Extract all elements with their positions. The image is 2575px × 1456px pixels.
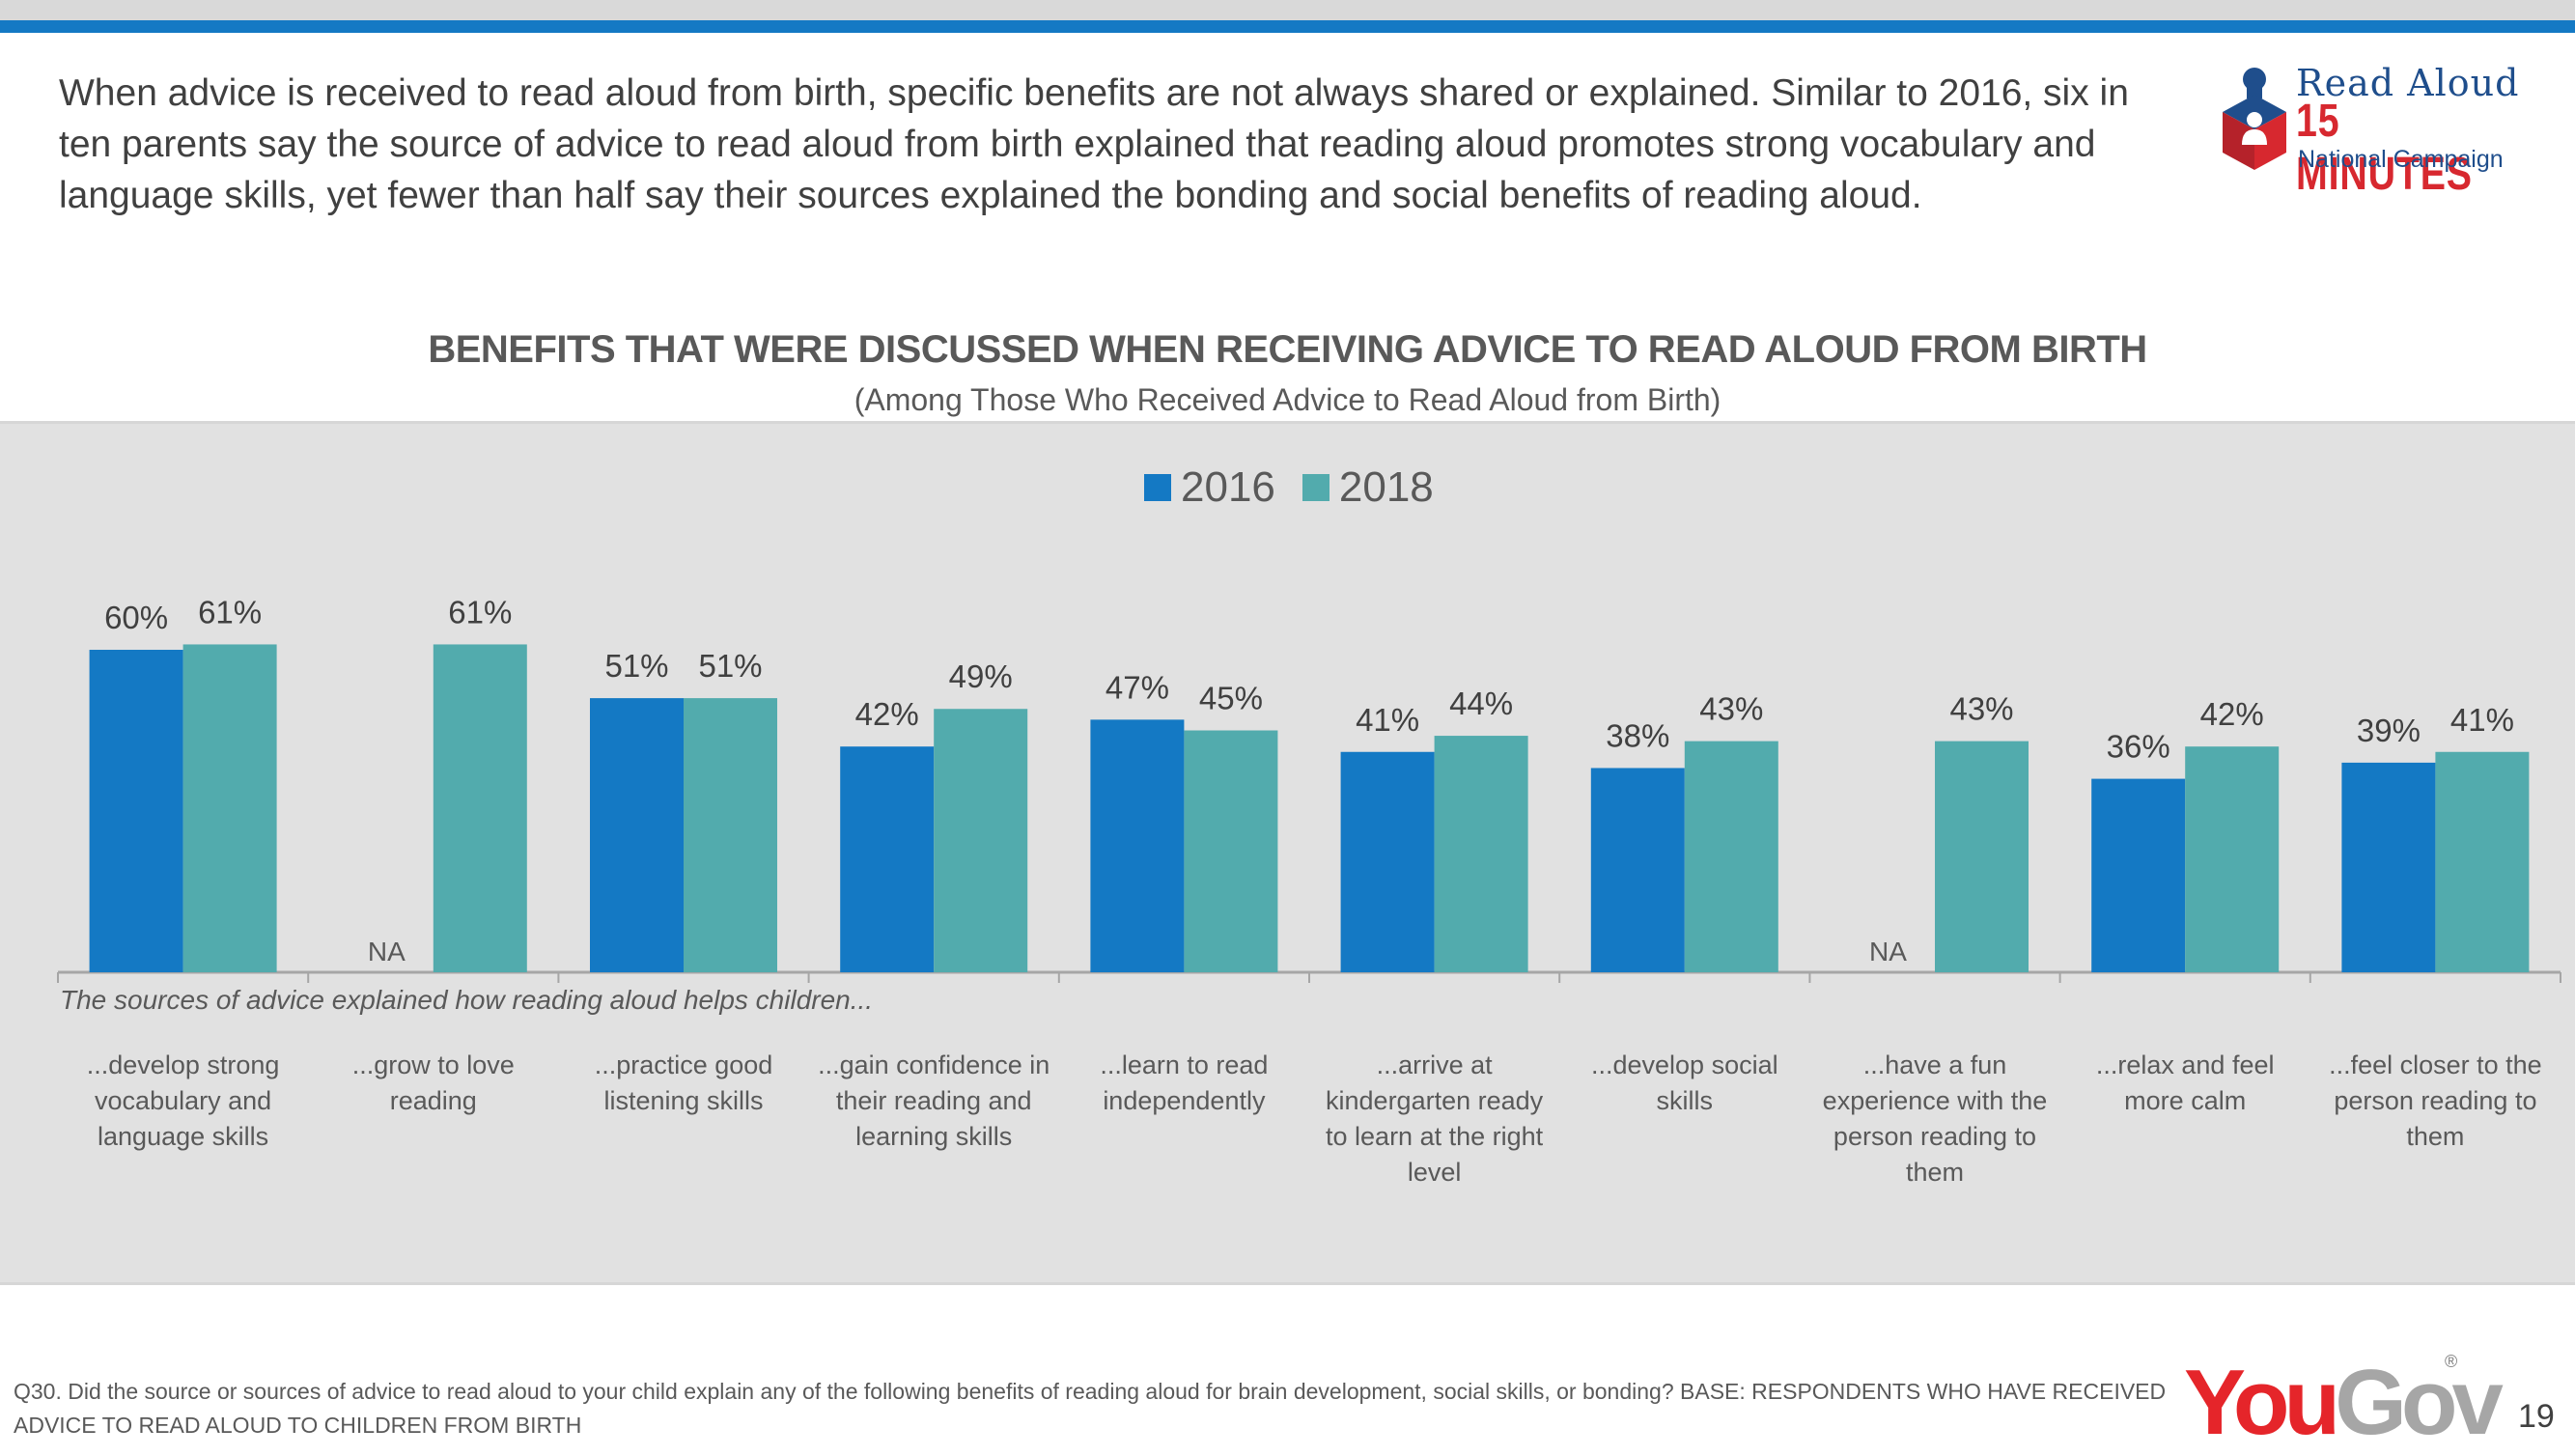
footnote-question: Q30. Did the source or sources of advice… bbox=[14, 1379, 2167, 1438]
legend-item-2016: 2016 bbox=[1144, 463, 1275, 512]
data-label-2016: 38% bbox=[1606, 717, 1669, 753]
logo-read-aloud: Read Aloud bbox=[2296, 62, 2520, 104]
bar-2018 bbox=[684, 698, 777, 972]
na-label: NA bbox=[1869, 937, 1907, 966]
chart-legend: 2016 2018 bbox=[1144, 463, 1461, 512]
bar-2018 bbox=[433, 644, 527, 972]
top-gray-band bbox=[0, 0, 2575, 20]
data-label-2018: 49% bbox=[949, 658, 1013, 694]
bar-2016 bbox=[1590, 768, 1685, 972]
category-label: ...have a fun experience with the person… bbox=[1822, 1050, 2048, 1187]
bar-2016 bbox=[2341, 762, 2436, 972]
category-label: ...relax and feel more calm bbox=[2095, 1050, 2275, 1115]
data-label-2018: 61% bbox=[198, 594, 262, 630]
data-label-2016: 41% bbox=[1356, 702, 1419, 738]
top-accent-bar bbox=[0, 20, 2575, 33]
legend-swatch-2016 bbox=[1144, 474, 1171, 501]
data-label-2018: 42% bbox=[2200, 696, 2264, 732]
yougov-logo-gov: Gov bbox=[2335, 1351, 2504, 1454]
data-label-2018: 43% bbox=[1949, 691, 2013, 727]
legend-label-2016: 2016 bbox=[1181, 463, 1275, 511]
headline-text: When advice is received to read aloud fr… bbox=[59, 72, 2129, 216]
data-label-2016: 47% bbox=[1106, 669, 1169, 705]
na-label: NA bbox=[368, 937, 406, 966]
yougov-logo: YouGov ® bbox=[2184, 1350, 2504, 1454]
category-label: ...gain confidence in their reading and … bbox=[818, 1050, 1050, 1151]
data-label-2016: 60% bbox=[104, 600, 168, 635]
bar-2018 bbox=[934, 709, 1028, 972]
category-label: ...arrive at kindergarten ready to learn… bbox=[1326, 1050, 1544, 1187]
data-label-2018: 41% bbox=[2450, 702, 2514, 738]
bar-2018 bbox=[1935, 741, 2029, 972]
bar-2016 bbox=[2091, 778, 2186, 972]
bar-2018 bbox=[1684, 741, 1778, 972]
logo-15-minutes: 15 MINUTES bbox=[2296, 96, 2473, 200]
data-label-2016: 39% bbox=[2357, 713, 2421, 748]
data-label-2016: 51% bbox=[604, 648, 668, 684]
category-label: ...feel closer to the person reading to … bbox=[2329, 1050, 2542, 1151]
data-label-2018: 43% bbox=[1699, 691, 1763, 727]
bar-2016 bbox=[1340, 751, 1435, 972]
data-label-2018: 51% bbox=[698, 648, 762, 684]
bar-2016 bbox=[89, 650, 183, 972]
chart-subtitle: (Among Those Who Received Advice to Read… bbox=[854, 382, 1721, 417]
yougov-logo-you: You bbox=[2184, 1351, 2340, 1454]
category-label: ...develop strong vocabulary and languag… bbox=[86, 1050, 280, 1151]
bar-2018 bbox=[2185, 746, 2280, 972]
page-number: 19 bbox=[2518, 1398, 2555, 1435]
legend-swatch-2018 bbox=[1301, 474, 1329, 501]
read-aloud-logo: Read Aloud 15 MINUTES National Campaign bbox=[2211, 58, 2549, 200]
data-label-2018: 44% bbox=[1449, 686, 1513, 721]
bar-2016 bbox=[1090, 719, 1185, 972]
bar-2018 bbox=[1434, 736, 1528, 972]
legend-item-2018: 2018 bbox=[1301, 463, 1434, 512]
read-aloud-cube-icon bbox=[2223, 68, 2286, 170]
bar-2016 bbox=[840, 746, 935, 972]
data-label-2018: 45% bbox=[1199, 681, 1263, 716]
data-label-2018: 61% bbox=[448, 594, 512, 630]
bar-2018 bbox=[182, 644, 277, 972]
bar-2016 bbox=[590, 698, 684, 972]
category-label: ...learn to read independently bbox=[1100, 1050, 1269, 1115]
chart-title: BENEFITS THAT WERE DISCUSSED WHEN RECEIV… bbox=[428, 328, 2147, 371]
x-axis-caption: The sources of advice explained how read… bbox=[60, 985, 874, 1015]
category-label: ...practice good listening skills bbox=[594, 1050, 773, 1115]
category-label: ...grow to love reading bbox=[351, 1050, 515, 1115]
legend-label-2018: 2018 bbox=[1338, 463, 1434, 511]
bar-2018 bbox=[1184, 730, 1278, 972]
logo-national-campaign: National Campaign bbox=[2298, 146, 2504, 173]
category-label: ...develop social skills bbox=[1590, 1050, 1778, 1115]
bar-2018 bbox=[2435, 751, 2530, 972]
registered-mark-icon: ® bbox=[2445, 1352, 2458, 1371]
data-label-2016: 36% bbox=[2107, 729, 2170, 765]
data-label-2016: 42% bbox=[855, 696, 919, 732]
